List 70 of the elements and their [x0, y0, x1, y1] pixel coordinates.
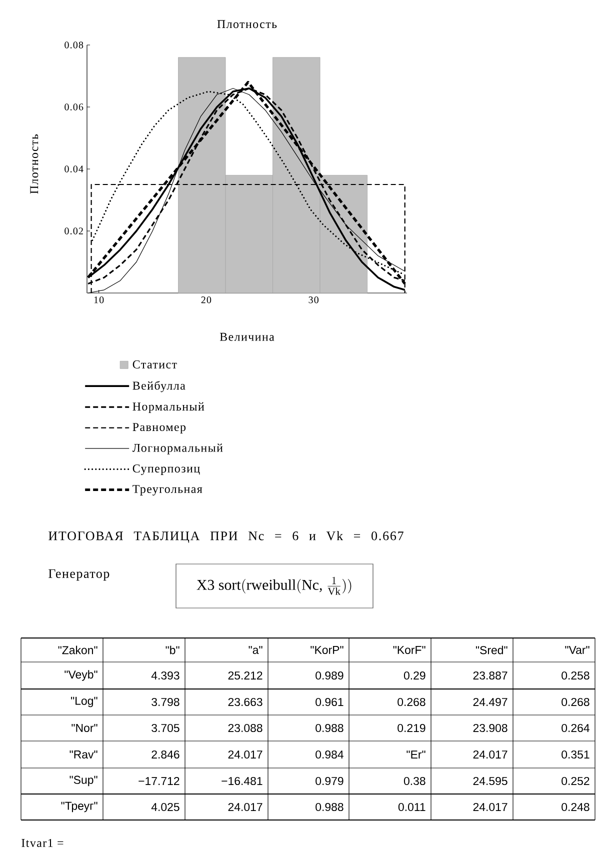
y-tick-label: 0.08 [64, 42, 84, 48]
text: "a" [248, 646, 262, 654]
text: "b" [166, 646, 180, 654]
text: $\mathrm{X3}\ \mathrm{sort}(\mathrm{rweibull}(\mathrm{Nc}\mbox{, }\frac{1}{\mathrm{Vk}}))$ [196, 576, 352, 595]
legend-label: Суперпозиц [132, 464, 200, 475]
text: 24.017 [473, 750, 508, 759]
text: 0.248 [562, 802, 590, 812]
text: 3.705 [152, 724, 180, 732]
y-axis-title: Плотность [30, 134, 38, 194]
text: 0.258 [562, 671, 590, 680]
text: 0.268 [562, 698, 590, 706]
text: 23.088 [228, 724, 262, 732]
legend-label: Статист [132, 360, 177, 368]
text: −16.481 [222, 776, 262, 786]
text: 0.268 [398, 698, 426, 706]
text: −17.712 [138, 777, 180, 785]
legend-label: Треугольная [132, 485, 202, 496]
text: 0.219 [398, 724, 426, 732]
text: 4.025 [151, 802, 180, 812]
text: 23.663 [228, 698, 262, 706]
text: 3.798 [152, 698, 180, 706]
legend-label: Нормальный [132, 402, 204, 413]
text: 4.393 [151, 671, 180, 680]
text: 0.38 [404, 776, 426, 786]
text: "KorP" [310, 646, 344, 654]
text: "Log" [71, 696, 98, 708]
y-tick-label: 0.04 [64, 166, 84, 172]
text: "Sred" [476, 646, 508, 654]
legend-label: Логнормальный [132, 444, 223, 454]
x-tick-label: 30 [308, 296, 318, 304]
y-tick-label: 0.06 [64, 104, 84, 110]
x-tick-label: 10 [94, 296, 104, 304]
text: 0.988 [316, 724, 344, 732]
text: 23.887 [473, 671, 508, 680]
text: 0.252 [562, 776, 590, 786]
legend-label: Вейбулла [132, 381, 186, 392]
y-tick-label: 0.02 [64, 228, 83, 234]
chart-title: Плотность [217, 20, 277, 28]
text: "Rav" [70, 750, 98, 758]
text: 0.984 [316, 750, 344, 759]
text: 0.351 [562, 750, 590, 759]
text: ИТОГОВАЯ ТАБЛИЦА ПРИ Nc = 6 и Vk = 0.667 [48, 531, 404, 543]
text: "Zakon" [58, 646, 98, 654]
text: 0.961 [316, 698, 344, 706]
text: Генератор [48, 569, 110, 581]
text: 0.979 [316, 776, 344, 786]
text: 24.595 [473, 776, 508, 786]
text: "Nor" [72, 724, 98, 732]
text: 25.212 [228, 671, 262, 680]
legend-label: Равномер [132, 423, 186, 434]
text: 23.908 [473, 724, 508, 732]
text: 0.988 [316, 802, 344, 812]
text: 0.011 [398, 802, 426, 812]
text: 0.29 [404, 671, 426, 680]
text: "Треуг" [61, 802, 98, 812]
text: 0.264 [562, 724, 590, 732]
text: "Var" [565, 646, 590, 654]
text: 24.017 [228, 750, 262, 759]
text: 24.017 [473, 802, 508, 812]
text: "Veyb" [64, 670, 98, 681]
text: "Er" [406, 750, 426, 758]
text: "KorF" [393, 646, 426, 654]
text: Itvar1 = [22, 838, 64, 847]
text: 2.846 [152, 750, 180, 759]
text: 0.989 [316, 671, 344, 680]
x-axis-title: Величина [220, 332, 274, 341]
x-tick-label: 20 [201, 296, 212, 304]
text: 24.017 [228, 802, 262, 812]
text: "Sup" [70, 776, 98, 786]
text: 24.497 [473, 698, 508, 706]
